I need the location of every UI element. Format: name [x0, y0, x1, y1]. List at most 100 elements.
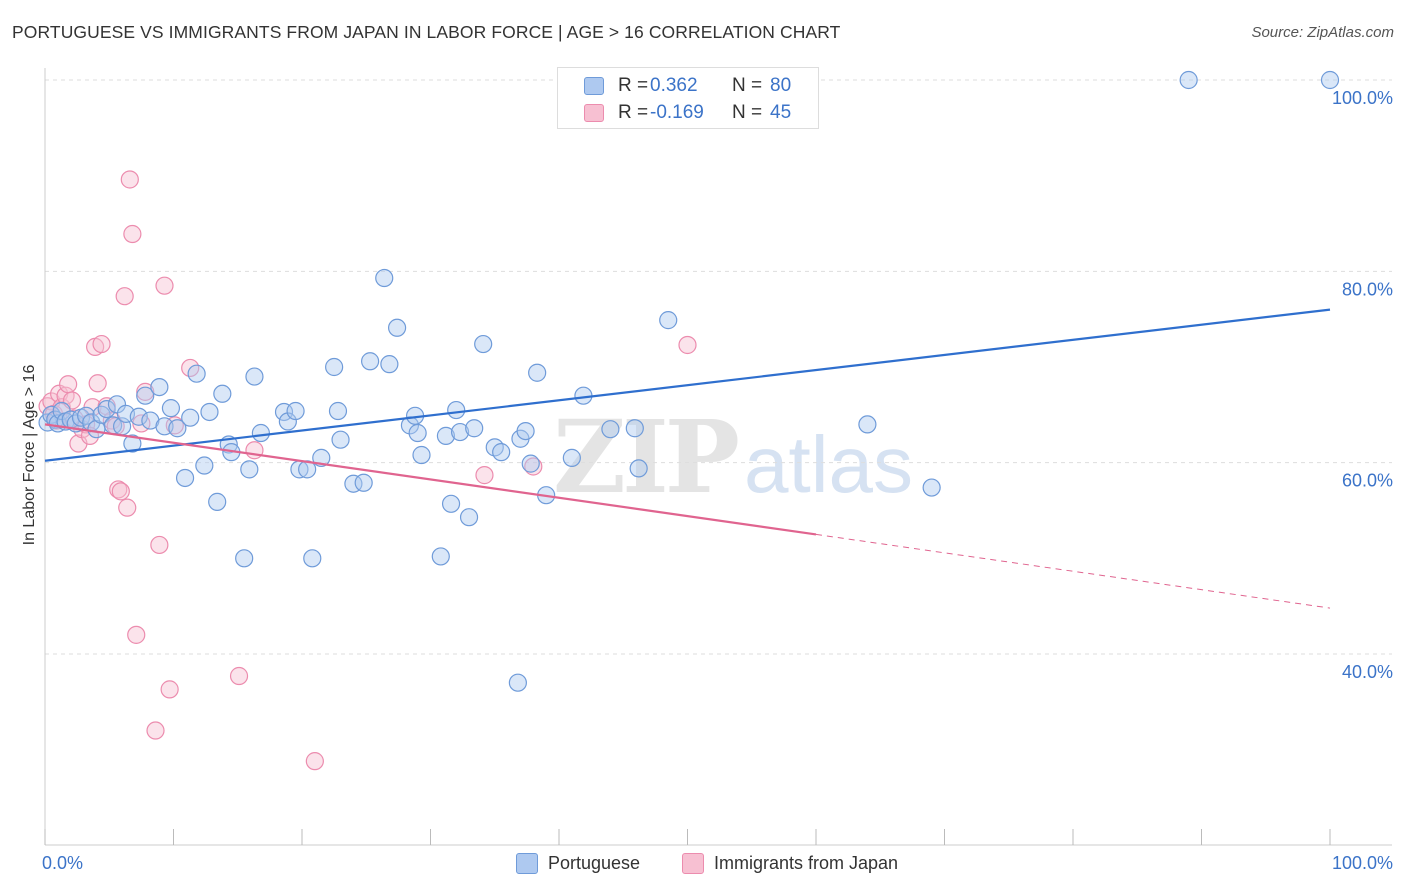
data-point-portuguese — [858, 415, 877, 434]
data-point-portuguese — [161, 399, 181, 418]
data-point-portuguese — [245, 367, 264, 386]
data-point-japan — [146, 721, 165, 740]
data-point-portuguese — [450, 422, 470, 442]
data-point-portuguese — [380, 355, 399, 374]
legend-n-value: 80 — [770, 75, 792, 96]
legend-r-label: R = — [618, 102, 649, 123]
data-point-portuguese — [375, 268, 394, 288]
data-point-japan — [475, 466, 494, 485]
data-point-portuguese — [659, 311, 678, 330]
data-point-portuguese — [303, 549, 322, 568]
data-point-japan — [120, 170, 139, 189]
data-point-portuguese — [625, 419, 644, 438]
data-point-portuguese — [474, 334, 493, 354]
data-point-portuguese — [436, 426, 456, 445]
data-point-portuguese — [492, 443, 511, 462]
data-point-japan — [305, 752, 324, 771]
data-point-japan — [59, 375, 78, 394]
data-point-portuguese — [1320, 70, 1340, 90]
data-point-portuguese — [361, 352, 380, 371]
data-point-portuguese — [208, 492, 227, 511]
data-point-portuguese — [325, 357, 344, 377]
data-point-portuguese — [136, 386, 155, 405]
data-point-portuguese — [516, 421, 535, 441]
data-point-japan — [136, 382, 155, 401]
data-point-portuguese — [168, 419, 187, 438]
data-point-portuguese — [92, 405, 111, 424]
legend-label-portuguese: Portuguese — [548, 853, 641, 873]
data-point-japan — [678, 335, 697, 355]
data-point-japan — [109, 480, 128, 499]
x-tick-label: 0.0% — [42, 853, 83, 873]
grid-lines — [45, 79, 1392, 655]
data-point-portuguese — [387, 318, 407, 337]
chart-title: PORTUGUESE VS IMMIGRANTS FROM JAPAN IN L… — [12, 22, 841, 42]
data-point-japan — [150, 535, 169, 555]
data-point-japan — [123, 224, 142, 244]
data-point-portuguese — [123, 434, 142, 453]
y-tick-label: 100.0% — [1332, 88, 1393, 108]
data-point-portuguese — [129, 407, 148, 426]
data-point-portuguese — [331, 430, 350, 449]
data-point-portuguese — [213, 384, 232, 403]
data-point-portuguese — [465, 419, 484, 438]
data-point-portuguese — [562, 448, 581, 467]
data-point-portuguese — [601, 420, 620, 439]
y-tick-label: 40.0% — [1342, 662, 1393, 682]
data-point-japan — [118, 498, 137, 517]
data-point-portuguese — [431, 547, 450, 566]
data-point-portuguese — [508, 673, 527, 692]
legend-label-japan: Immigrants from Japan — [714, 853, 899, 873]
data-point-japan — [160, 680, 179, 699]
trend-lines — [44, 308, 1331, 609]
axes — [44, 68, 1392, 846]
legend-row-portuguese: R = 0.362 N = 80 — [558, 73, 818, 101]
data-point-japan — [155, 276, 174, 295]
legend-swatch-japan — [682, 853, 704, 874]
legend-swatch-portuguese — [516, 853, 538, 874]
data-point-portuguese — [200, 402, 219, 422]
legend-row-japan: R = -0.169 N = 45 — [558, 100, 818, 128]
x-tick-label: 100.0% — [1332, 853, 1393, 873]
data-point-portuguese — [328, 401, 348, 421]
data-point-portuguese — [251, 423, 270, 443]
legend-n-value: 45 — [770, 102, 792, 123]
legend-r-label: R = — [618, 75, 649, 96]
data-point-japan — [115, 287, 134, 306]
data-point-portuguese — [528, 363, 547, 382]
legend-swatch-japan — [584, 104, 604, 122]
data-point-portuguese — [412, 445, 431, 465]
data-point-portuguese — [1179, 70, 1198, 90]
data-point-portuguese — [441, 494, 461, 513]
tick-labels: 40.0% 60.0% 80.0% 100.0% 0.0% 100.0% — [42, 88, 1393, 873]
legend-r-value: -0.169 — [650, 102, 704, 123]
trend-line-portuguese — [44, 308, 1331, 462]
data-point-portuguese — [187, 364, 206, 383]
y-tick-label: 60.0% — [1342, 471, 1393, 491]
data-point-japan — [524, 457, 543, 476]
data-point-portuguese — [235, 549, 254, 568]
data-point-portuguese — [447, 400, 466, 420]
data-point-portuguese — [922, 478, 941, 497]
data-point-portuguese — [286, 401, 305, 421]
series-portuguese — [38, 70, 1340, 692]
data-point-portuguese — [195, 456, 214, 475]
data-point-japan — [92, 334, 111, 354]
legend-n-label: N = — [732, 102, 763, 123]
data-point-japan — [229, 666, 249, 686]
data-point-portuguese — [175, 468, 195, 488]
data-point-portuguese — [97, 399, 116, 419]
series-immigrants-from-japan — [38, 170, 697, 771]
data-point-portuguese — [181, 408, 200, 427]
correlation-legend: R = 0.362 N = 80 R = -0.169 N = 45 — [557, 67, 819, 129]
legend-swatch-portuguese — [584, 77, 604, 95]
data-point-portuguese — [459, 508, 479, 527]
data-point-japan — [127, 625, 146, 644]
data-point-portuguese — [240, 460, 259, 479]
legend-n-label: N = — [732, 75, 763, 96]
source-label: Source: ZipAtlas.com — [1251, 24, 1394, 41]
data-point-portuguese — [150, 377, 169, 397]
data-point-portuguese — [354, 473, 373, 492]
trend-line-japan — [815, 533, 1331, 609]
